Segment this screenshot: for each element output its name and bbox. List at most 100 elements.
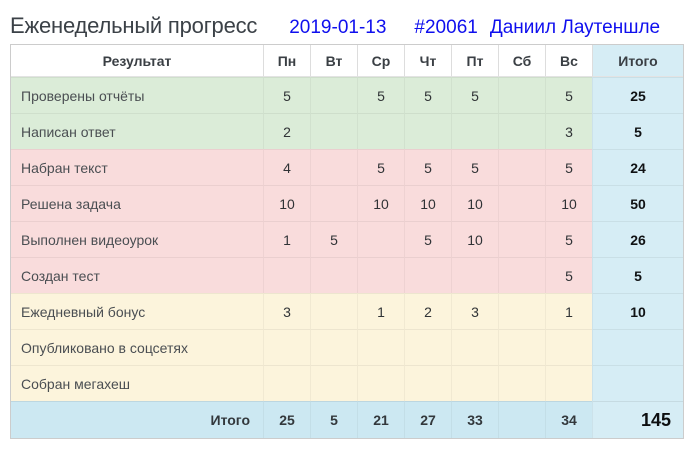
report-date-link[interactable]: 2019-01-13 (289, 17, 387, 37)
day-value-cell (357, 113, 404, 149)
page-title: Еженедельный прогресс (10, 13, 258, 37)
row-total: 5 (592, 113, 683, 149)
row-total: 25 (592, 77, 683, 113)
day-value-cell (310, 293, 357, 329)
table-row: Опубликовано в соцсетях (11, 329, 683, 365)
day-value-cell: 5 (357, 149, 404, 185)
day-value-cell: 1 (263, 221, 310, 257)
table-row: Собран мегахеш (11, 365, 683, 401)
day-value-cell: 4 (263, 149, 310, 185)
column-header-1: Пн (263, 45, 310, 77)
day-value-cell: 10 (545, 185, 592, 221)
table-row: Написан ответ 2 3 5 (11, 113, 683, 149)
row-total: 24 (592, 149, 683, 185)
day-value-cell: 5 (451, 77, 498, 113)
day-value-cell: 5 (545, 221, 592, 257)
column-header-5: Пт (451, 45, 498, 77)
day-value-cell (451, 365, 498, 401)
day-value-cell (498, 257, 545, 293)
day-value-cell: 2 (263, 113, 310, 149)
day-value-cell (404, 113, 451, 149)
user-name-link[interactable]: Даниил Лаутеншле (489, 17, 661, 37)
day-value-cell (498, 185, 545, 221)
day-value-cell: 3 (545, 113, 592, 149)
header-row: Результат Пн Вт Ср Чт Пт Сб Вс Итого (11, 45, 683, 77)
progress-table: Результат Пн Вт Ср Чт Пт Сб Вс Итого Проверены о… (10, 44, 684, 439)
footer-day-total: 25 (263, 401, 310, 438)
grand-total: 145 (592, 401, 683, 438)
column-header-6: Сб (498, 45, 545, 77)
day-value-cell: 2 (404, 293, 451, 329)
day-value-cell (310, 329, 357, 365)
day-value-cell (404, 329, 451, 365)
footer-day-total: 34 (545, 401, 592, 438)
day-value-cell: 1 (545, 293, 592, 329)
day-value-cell: 5 (451, 149, 498, 185)
day-value-cell (498, 77, 545, 113)
footer-day-total: 33 (451, 401, 498, 438)
footer-total-label: Итого (11, 401, 263, 438)
day-value-cell: 10 (451, 221, 498, 257)
row-total (592, 329, 683, 365)
day-value-cell (310, 257, 357, 293)
footer-day-total: 21 (357, 401, 404, 438)
day-value-cell (498, 365, 545, 401)
day-value-cell (498, 329, 545, 365)
column-header-7: Вс (545, 45, 592, 77)
day-value-cell (404, 365, 451, 401)
footer-row: Итого 25 5 21 27 33 34 145 (11, 401, 683, 438)
table-row: Решена задача 10 10 10 10 10 50 (11, 185, 683, 221)
day-value-cell (263, 257, 310, 293)
table-row: Ежедневный бонус 3 1 2 3 1 10 (11, 293, 683, 329)
day-value-cell (451, 329, 498, 365)
day-value-cell (357, 365, 404, 401)
day-value-cell: 5 (545, 149, 592, 185)
footer-day-total: 5 (310, 401, 357, 438)
row-label: Собран мегахеш (11, 365, 263, 401)
day-value-cell: 5 (545, 77, 592, 113)
table-row: Выполнен видеоурок 1 5 5 10 5 26 (11, 221, 683, 257)
day-value-cell (310, 113, 357, 149)
day-value-cell (310, 77, 357, 113)
table-row: Проверены отчёты 5 5 5 5 5 25 (11, 77, 683, 113)
day-value-cell (498, 149, 545, 185)
footer-day-total (498, 401, 545, 438)
day-value-cell (451, 257, 498, 293)
row-label: Создан тест (11, 257, 263, 293)
day-value-cell (498, 293, 545, 329)
column-header-2: Вт (310, 45, 357, 77)
day-value-cell (357, 221, 404, 257)
table-row: Создан тест 5 5 (11, 257, 683, 293)
column-header-3: Ср (357, 45, 404, 77)
day-value-cell (498, 113, 545, 149)
column-header-0: Результат (11, 45, 263, 77)
table-body: Проверены отчёты 5 5 5 5 5 25 Написан ответ 2 3 5 Н… (11, 77, 683, 401)
day-value-cell (404, 257, 451, 293)
footer-day-total: 27 (404, 401, 451, 438)
day-value-cell (451, 113, 498, 149)
report-id-link[interactable]: #20061 (414, 17, 478, 37)
page-header: Еженедельный прогресс 2019-01-13 #20061 … (0, 0, 690, 37)
row-label: Проверены отчёты (11, 77, 263, 113)
row-total: 26 (592, 221, 683, 257)
column-header-8: Итого (592, 45, 683, 77)
day-value-cell: 10 (404, 185, 451, 221)
row-total: 5 (592, 257, 683, 293)
day-value-cell: 10 (357, 185, 404, 221)
day-value-cell (310, 185, 357, 221)
row-label: Набран текст (11, 149, 263, 185)
row-label: Решена задача (11, 185, 263, 221)
day-value-cell (545, 329, 592, 365)
day-value-cell: 10 (263, 185, 310, 221)
row-total: 50 (592, 185, 683, 221)
row-total: 10 (592, 293, 683, 329)
day-value-cell: 5 (404, 221, 451, 257)
day-value-cell (498, 221, 545, 257)
row-total (592, 365, 683, 401)
day-value-cell: 5 (545, 257, 592, 293)
day-value-cell: 3 (451, 293, 498, 329)
row-label: Выполнен видеоурок (11, 221, 263, 257)
table-row: Набран текст 4 5 5 5 5 24 (11, 149, 683, 185)
row-label: Ежедневный бонус (11, 293, 263, 329)
day-value-cell (263, 365, 310, 401)
